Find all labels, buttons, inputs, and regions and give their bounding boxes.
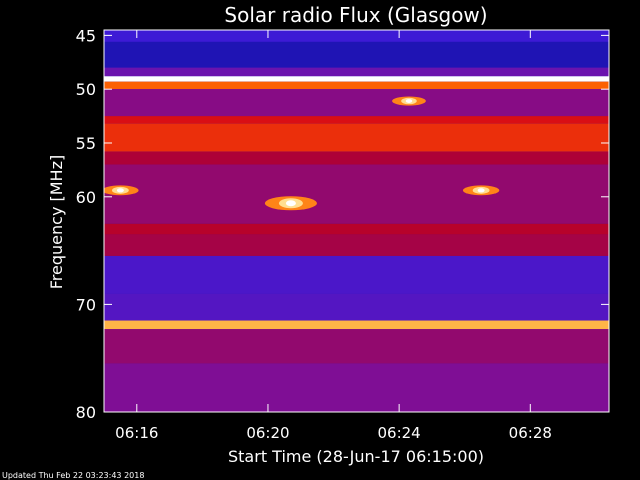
frequency-bands [104,30,609,412]
x-axis-ticks: 06:16 06:20 06:24 06:28 [115,30,552,442]
x-tick-label-0: 06:16 [115,424,158,442]
frequency-band-8 [104,151,609,165]
frequency-band-12 [104,255,609,294]
burst-core-1 [116,188,124,193]
y-axis-ticks: 45 50 55 60 70 80 [76,26,609,422]
frequency-band-16 [104,363,609,412]
frequency-band-1 [104,41,609,68]
frequency-band-14 [104,320,609,330]
frequency-band-3 [104,76,609,82]
frequency-band-9 [104,164,609,224]
burst-2 [462,185,500,196]
frequency-band-0 [104,30,609,42]
burst-1 [104,185,139,196]
burst-3 [392,96,426,106]
y-tick-label-5: 80 [76,403,96,422]
updated-timestamp: Updated Thu Feb 22 03:23:43 2018 [2,471,144,480]
burst-core-2 [477,188,485,193]
plot-frame [103,29,610,413]
y-axis-label: Frequency [MHz] [47,155,66,289]
y-tick-label-4: 70 [76,295,96,314]
frequency-band-5 [104,89,609,117]
burst-core-0 [285,200,296,207]
frequency-band-6 [104,116,609,124]
frequency-band-11 [104,234,609,256]
frequency-band-13 [104,293,609,321]
burst-events [104,96,500,211]
x-tick-label-1: 06:20 [246,424,289,442]
frequency-band-7 [104,123,609,152]
frequency-band-4 [104,81,609,90]
frequency-band-10 [104,223,609,235]
x-tick-label-2: 06:24 [378,424,421,442]
x-tick-label-3: 06:28 [509,424,552,442]
spectrogram-plot [104,30,609,412]
y-tick-label-2: 55 [76,134,96,153]
chart-title: Solar radio Flux (Glasgow) [224,3,487,27]
burst-core-3 [405,99,413,103]
y-tick-label-1: 50 [76,80,96,99]
frequency-band-2 [104,67,609,77]
y-tick-label-3: 60 [76,188,96,207]
frequency-band-15 [104,329,609,364]
y-tick-label-0: 45 [76,26,96,45]
burst-0 [264,196,317,211]
x-axis-label: Start Time (28-Jun-17 06:15:00) [228,447,484,466]
